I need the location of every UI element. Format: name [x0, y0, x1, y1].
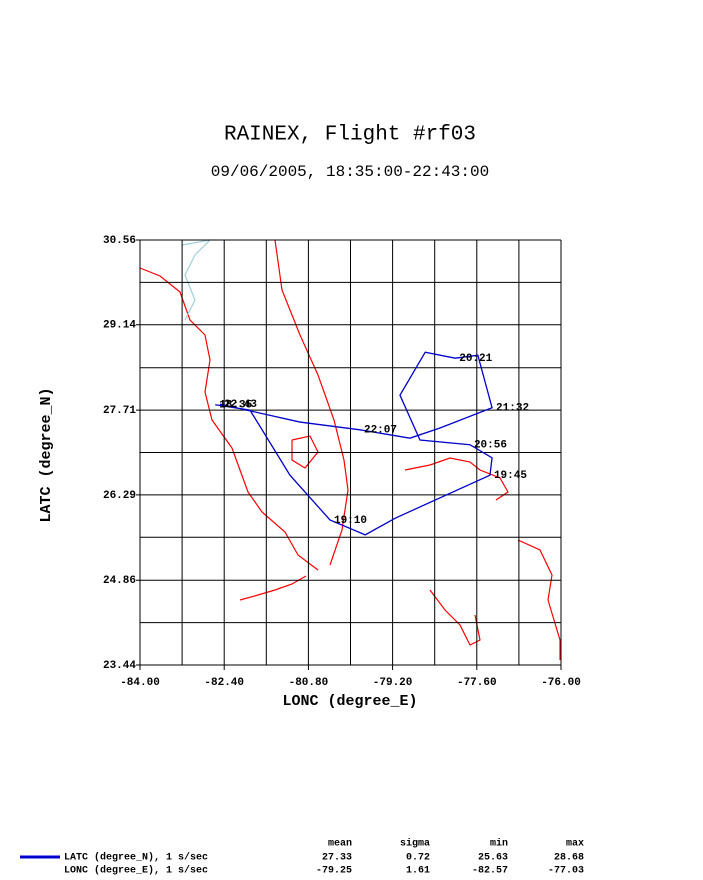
stat-header: min: [490, 838, 508, 850]
x-tick-label: -82.40: [204, 677, 244, 689]
time-label: 22:43: [224, 399, 257, 411]
flight-track: [215, 351, 493, 536]
stat-header: max: [566, 839, 584, 850]
x-tick-label: -80.80: [289, 677, 329, 689]
stat-value: -82.57: [472, 866, 508, 877]
bahamas-east: [517, 539, 561, 660]
y-tick-label: 27.71: [103, 405, 136, 417]
x-tick-label: -77.60: [457, 677, 497, 689]
y-axis-label: LATC (degree_N): [38, 387, 55, 522]
chart-subtitle: 09/06/2005, 18:35:00-22:43:00: [211, 163, 489, 181]
y-tick-label: 29.14: [103, 320, 136, 332]
x-tick-label: -76.00: [541, 677, 581, 689]
stat-value: 1.61: [406, 866, 430, 877]
stat-name: LATC (degree_N), 1 s/sec: [64, 852, 208, 864]
chart-title: RAINEX, Flight #rf03: [224, 124, 476, 147]
time-label: 21:32: [496, 403, 529, 415]
y-tick-label: 26.29: [103, 490, 136, 502]
y-tick-label: 30.56: [103, 235, 136, 247]
time-label: 20:56: [474, 440, 507, 452]
stat-value: 28.68: [554, 853, 584, 864]
time-label: 19:45: [494, 470, 527, 482]
stat-name: LONC (degree_E), 1 s/sec: [64, 865, 208, 877]
x-tick-label: -79.20: [373, 677, 413, 689]
stat-value: -79.25: [316, 866, 352, 877]
stat-header: mean: [328, 839, 352, 850]
lake: [291, 435, 319, 469]
river: [181, 239, 212, 321]
y-tick-label: 23.44: [103, 660, 136, 672]
bahamas-north: [404, 457, 509, 501]
bahamas-andros: [429, 589, 481, 646]
stat-value: 0.72: [406, 853, 430, 864]
stat-value: -77.03: [548, 866, 584, 877]
time-label: 20:21: [459, 353, 492, 365]
x-axis-label: LONC (degree_E): [282, 693, 417, 710]
stat-header: sigma: [400, 838, 430, 850]
coast-west: [139, 267, 319, 571]
stat-value: 25.63: [478, 853, 508, 864]
keys: [239, 575, 307, 601]
stat-value: 27.33: [322, 853, 352, 864]
coastline: [139, 239, 561, 660]
time-label: 18:35: [219, 400, 252, 412]
x-tick-label: -84.00: [120, 677, 160, 689]
coast-east: [274, 239, 349, 566]
time-label: 22:07: [364, 425, 397, 437]
y-tick-label: 24.86: [103, 575, 136, 587]
time-label: 19:10: [334, 515, 367, 527]
